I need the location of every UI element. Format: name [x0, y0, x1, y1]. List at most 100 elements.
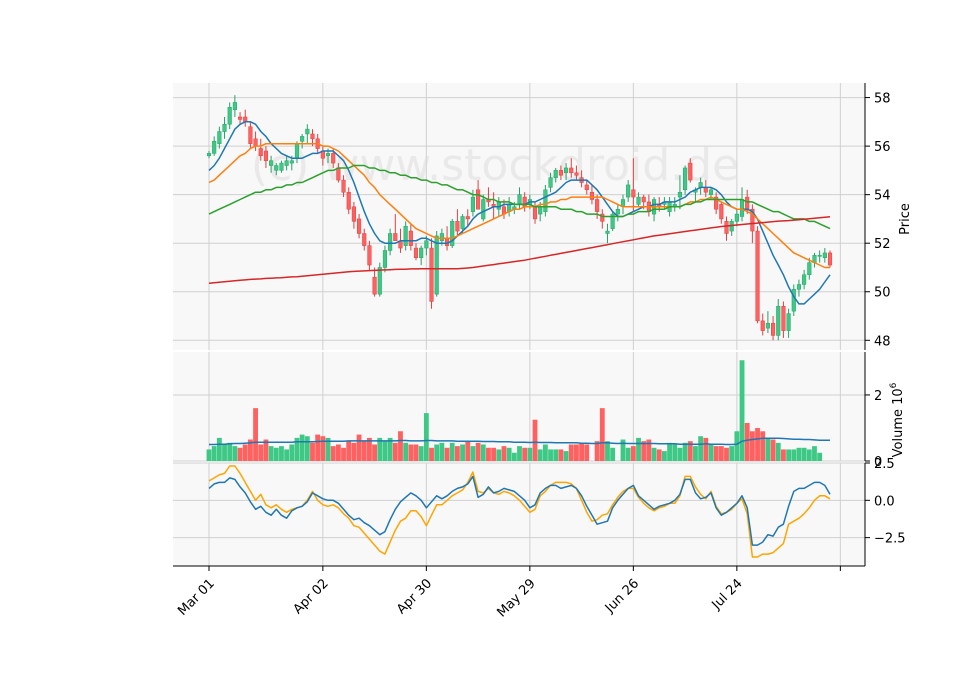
volume-axis-title-word: Volume 10: [891, 388, 906, 457]
price-axis-title: Price: [898, 203, 913, 235]
candle: [677, 175, 682, 210]
volume-axis-title: Volume 106: [889, 382, 906, 457]
candle: [227, 102, 232, 130]
candle-body: [605, 230, 610, 234]
volume-bar: [775, 442, 781, 461]
candle-body: [745, 196, 750, 210]
candle: [481, 194, 486, 222]
volume-bar: [599, 408, 605, 461]
volume-bar: [465, 441, 471, 461]
volume-bar: [537, 449, 543, 461]
candle-body: [341, 179, 346, 193]
volume-bar: [703, 437, 709, 461]
candle-body: [372, 276, 377, 295]
candle-body: [532, 206, 538, 220]
candle-body: [698, 182, 703, 188]
volume-bar: [812, 446, 817, 461]
candle-body: [455, 221, 460, 232]
candle: [734, 209, 739, 227]
volume-bar: [579, 442, 585, 461]
candle-body: [222, 124, 227, 132]
candle: [584, 180, 589, 195]
candle-body: [300, 136, 305, 142]
candle-body: [786, 313, 791, 331]
volume-bar: [211, 446, 217, 461]
candle: [548, 172, 553, 193]
volume-bar: [496, 449, 502, 461]
candle-body: [558, 170, 563, 176]
candle: [217, 126, 222, 149]
volume-bar: [724, 447, 729, 461]
price-line-ma_long: [208, 164, 831, 230]
candle: [413, 243, 419, 261]
volume-bar: [760, 431, 766, 461]
volume-bar: [346, 441, 352, 461]
candle-body: [543, 189, 548, 212]
candle-body: [305, 128, 310, 135]
candle-body: [584, 184, 589, 191]
candle: [429, 238, 434, 309]
volume-bar: [682, 442, 688, 461]
volume-axis-exponent: 6: [889, 382, 899, 388]
price-y-tick-label: 48: [874, 334, 891, 349]
candle-body: [419, 247, 424, 259]
volume-bar: [289, 444, 295, 461]
candle: [822, 248, 827, 263]
candle-body: [755, 230, 760, 322]
candle-body: [351, 206, 356, 222]
volume-bar: [413, 444, 419, 461]
candle: [765, 311, 770, 334]
volume-bar: [796, 447, 802, 461]
volume-bar: [625, 447, 631, 461]
candle-body: [760, 320, 765, 331]
x-tick-label: Jun 26: [602, 576, 642, 616]
candle-body: [346, 191, 351, 210]
volume-bar: [708, 444, 714, 461]
volume-bar: [491, 447, 497, 461]
candle-body: [827, 252, 833, 266]
candle: [574, 165, 579, 181]
volume-bar: [677, 447, 683, 461]
candle-body: [269, 160, 274, 166]
candle-body: [719, 204, 724, 220]
volume-bar: [325, 437, 331, 461]
candle-body: [589, 191, 595, 200]
volume-bar: [749, 431, 755, 461]
volume-bar: [444, 447, 450, 461]
volume-bar: [781, 449, 786, 461]
candle: [377, 262, 382, 297]
candle: [357, 214, 362, 239]
candle-body: [750, 208, 755, 232]
candle-body: [600, 213, 605, 222]
volume-bar: [739, 360, 745, 461]
candle-body: [325, 153, 331, 157]
candle: [807, 257, 812, 280]
candle: [781, 301, 786, 338]
volume-bar: [253, 408, 258, 461]
volume-bar: [330, 446, 336, 461]
volume-bar: [392, 442, 398, 461]
volume-bar: [310, 442, 315, 461]
candle: [558, 165, 563, 181]
volume-y-tick-label: 2: [874, 389, 882, 404]
candle-body: [263, 150, 268, 161]
volume-bar: [501, 446, 507, 461]
candle-body: [553, 170, 558, 178]
volume-bar: [216, 437, 222, 461]
panel-bg-price: [173, 83, 865, 350]
candle: [305, 124, 310, 144]
volume-bar: [408, 444, 414, 461]
volume-bar: [610, 447, 616, 461]
volume-bar: [801, 447, 807, 461]
volume-bar: [439, 442, 445, 461]
oscillator-line-osc_blue: [208, 475, 831, 546]
volume-bar: [532, 419, 538, 461]
candle-body: [817, 255, 822, 257]
candle-body: [227, 107, 232, 125]
price-y-tick-label: 58: [874, 92, 891, 107]
volume-bar: [237, 447, 243, 461]
candle: [688, 158, 693, 183]
candle-body: [377, 267, 382, 295]
candle: [393, 214, 398, 242]
volume-bar: [698, 436, 704, 461]
